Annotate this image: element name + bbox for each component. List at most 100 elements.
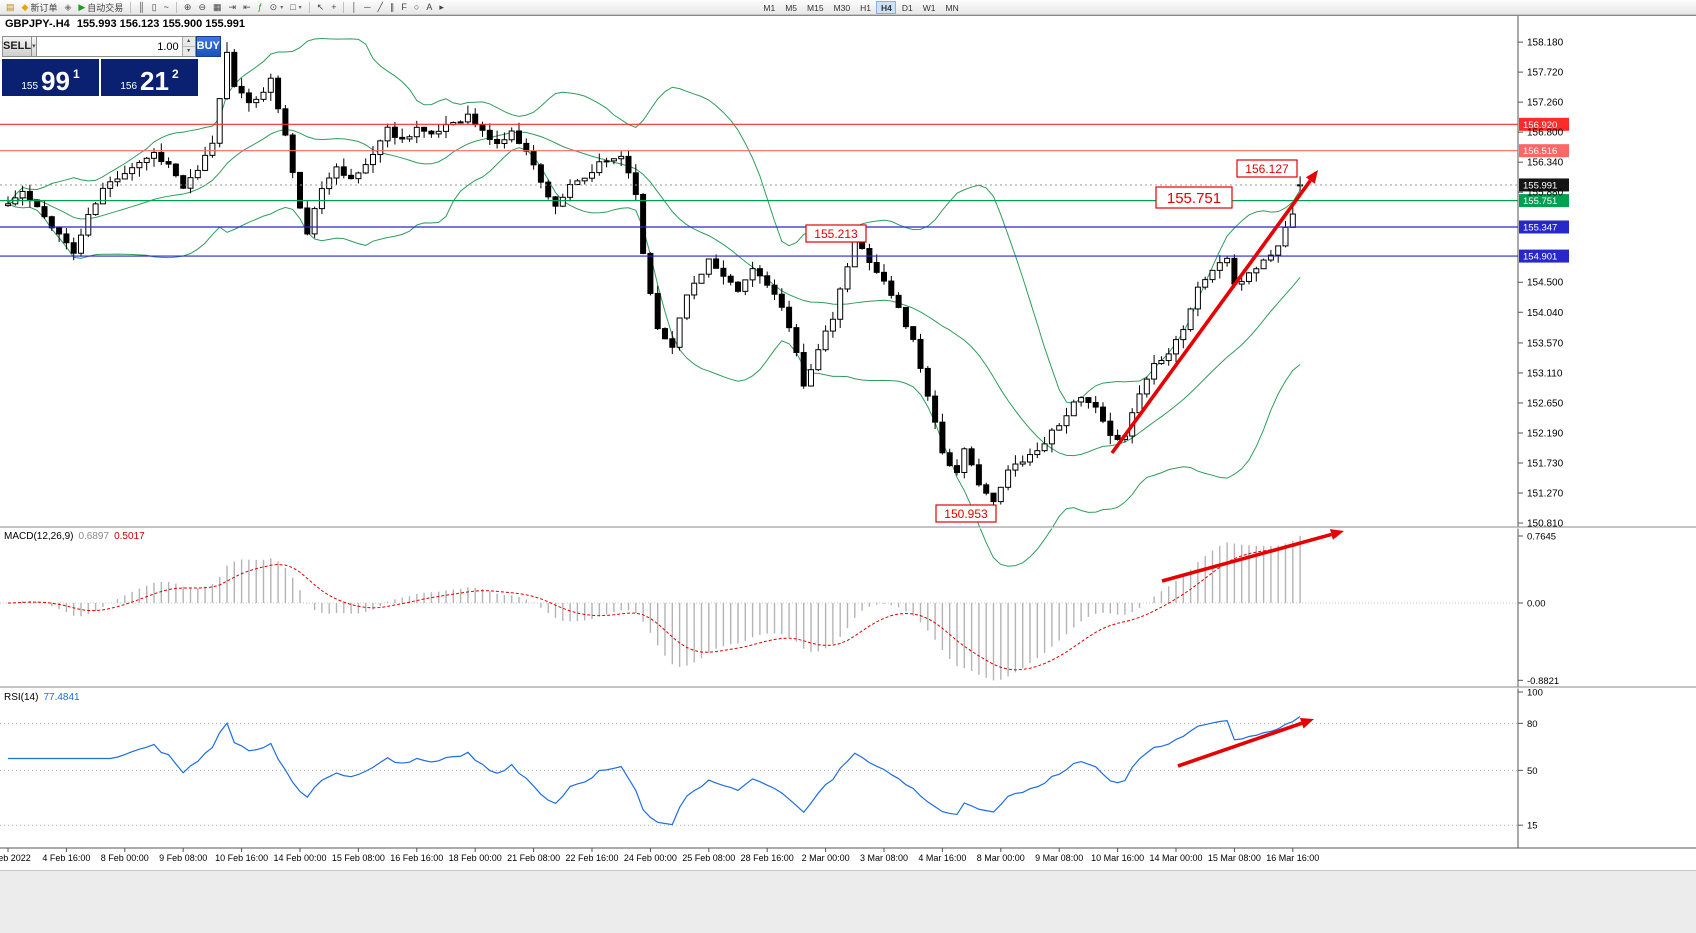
autotrading-button[interactable]: ▶ 自动交易	[75, 1, 126, 14]
timeframe-button-mn[interactable]: MN	[945, 2, 959, 13]
chart-shift-icon[interactable]: ⇤	[240, 1, 254, 14]
zoom-out-icon[interactable]: ⊖	[195, 1, 209, 14]
svg-text:21 Feb 08:00: 21 Feb 08:00	[507, 853, 560, 863]
text-icon[interactable]: A	[423, 1, 435, 14]
zoom-in-icon-glyph: ⊕	[183, 1, 192, 12]
timeframe-button-h1[interactable]: H1	[860, 2, 871, 13]
svg-text:25 Feb 08:00: 25 Feb 08:00	[682, 853, 735, 863]
buy-button[interactable]: BUY	[195, 36, 221, 57]
svg-text:156.127: 156.127	[1245, 162, 1289, 176]
macd-histogram	[14, 535, 1301, 681]
fibonacci-icon[interactable]: F	[398, 1, 410, 14]
svg-text:4 Feb 2022: 4 Feb 2022	[0, 853, 31, 863]
tile-windows-icon[interactable]: ▦	[210, 1, 225, 14]
symbol-ohlc-values: 155.993 156.123 155.900 155.991	[76, 18, 246, 30]
shapes-icon-glyph: ○	[413, 1, 420, 12]
volume-input[interactable]	[36, 37, 182, 56]
buy-price-prefix: 156	[120, 81, 138, 92]
svg-text:16 Mar 16:00: 16 Mar 16:00	[1266, 853, 1319, 863]
auto-scroll-icon[interactable]: ⇥	[226, 1, 240, 14]
svg-text:8 Feb 00:00: 8 Feb 00:00	[101, 853, 149, 863]
bottom-empty-area	[0, 870, 1696, 933]
trend-arrow-macd[interactable]	[1161, 529, 1344, 583]
zoom-in-icon[interactable]: ⊕	[181, 1, 195, 14]
vertical-line-icon[interactable]: │	[348, 1, 360, 14]
candlestick-chart-icon[interactable]: ▯	[149, 1, 160, 14]
svg-text:151.730: 151.730	[1527, 459, 1564, 470]
fibonacci-icon-glyph: F	[401, 1, 407, 12]
bollinger-bands	[7, 38, 1301, 567]
timeframe-button-h4[interactable]: H4	[876, 0, 897, 14]
refresh-icon-glyph: ◈	[64, 1, 72, 12]
channel-icon[interactable]: ∥	[387, 1, 398, 14]
refresh-icon[interactable]: ◈	[61, 1, 74, 14]
rsi-indicator-label: RSI(14) 77.4841	[4, 692, 80, 703]
vertical-line-icon-glyph: │	[351, 1, 358, 12]
price-label-150953[interactable]: 150.953	[935, 504, 997, 523]
timeframe-button-w1[interactable]: W1	[922, 2, 936, 13]
timeframe-button-m30[interactable]: M30	[833, 2, 851, 13]
new-chart-icon[interactable]: ▤	[3, 1, 18, 14]
svg-text:9 Mar 08:00: 9 Mar 08:00	[1035, 853, 1083, 863]
sell-price-point: 1	[72, 67, 80, 81]
svg-text:156.340: 156.340	[1527, 158, 1564, 169]
svg-text:8 Mar 00:00: 8 Mar 00:00	[977, 853, 1025, 863]
toolbar-separator	[343, 1, 345, 13]
svg-text:155.347: 155.347	[1523, 222, 1557, 233]
zoom-out-icon-glyph: ⊖	[198, 1, 207, 12]
svg-text:10 Feb 16:00: 10 Feb 16:00	[215, 853, 268, 863]
price-label-155213[interactable]: 155.213	[805, 224, 867, 243]
toolbar-separator	[130, 1, 132, 13]
sell-button[interactable]: SELL	[2, 36, 33, 57]
one-click-trading-panel: SELL ▾ ▴ ▾ BUY 155 99 1 156 21 2	[2, 36, 221, 96]
templates-icon[interactable]: □ ▾	[287, 1, 304, 14]
rsi-line	[8, 716, 1301, 826]
svg-text:0.7645: 0.7645	[1527, 531, 1556, 542]
svg-text:50: 50	[1527, 766, 1538, 777]
bar-chart-icon[interactable]: ║	[135, 1, 147, 14]
timeframe-button-m5[interactable]: M5	[785, 2, 798, 13]
volume-up-button[interactable]: ▴	[182, 37, 195, 46]
timeframe-button-m1[interactable]: M1	[763, 2, 776, 13]
trendline-icon[interactable]: ╱	[374, 1, 385, 14]
sell-price-pips: 99	[41, 66, 70, 96]
new-order-button[interactable]: ◆ 新订单	[19, 1, 61, 14]
price-label-156127[interactable]: 156.127	[1236, 159, 1298, 178]
svg-text:18 Feb 00:00: 18 Feb 00:00	[449, 853, 502, 863]
horizontal-line-icon[interactable]: ─	[361, 1, 373, 14]
trendline-icon-glyph: ╱	[377, 1, 383, 12]
crosshair-icon[interactable]: +	[328, 1, 339, 14]
candlestick-chart-icon-glyph: ▯	[151, 1, 157, 12]
cursor-icon[interactable]: ↖	[314, 1, 328, 14]
volume-down-button[interactable]: ▾	[182, 46, 195, 56]
svg-text:152.190: 152.190	[1527, 428, 1564, 439]
indicators-icon[interactable]: ƒ	[255, 1, 266, 14]
periods-icon-dropdown: ▾	[280, 4, 284, 11]
price-label-155751[interactable]: 155.751	[1155, 186, 1233, 209]
timeframe-button-m15[interactable]: M15	[807, 2, 824, 13]
new-order-button-glyph: ◆	[21, 1, 29, 12]
svg-text:152.650: 152.650	[1527, 398, 1564, 409]
text-icon-glyph: A	[426, 1, 433, 12]
templates-icon-glyph: □	[290, 1, 296, 12]
new-chart-icon-glyph: ▤	[6, 1, 15, 12]
arrow-label-icon[interactable]: ▸	[436, 1, 447, 14]
timeframe-button-d1[interactable]: D1	[901, 2, 913, 13]
line-chart-icon[interactable]: ~	[161, 1, 172, 14]
svg-text:156.516: 156.516	[1523, 146, 1557, 157]
trend-arrow-rsi[interactable]	[1177, 718, 1314, 768]
bar-chart-icon-glyph: ║	[138, 1, 145, 12]
arrow-label-icon-glyph: ▸	[439, 1, 444, 12]
buy-price-display[interactable]: 156 21 2	[101, 59, 198, 96]
trend-arrow-main[interactable]	[1110, 170, 1318, 455]
rsi-name: RSI(14)	[4, 692, 39, 703]
sell-price-display[interactable]: 155 99 1	[2, 59, 99, 96]
svg-text:100: 100	[1527, 688, 1543, 699]
svg-text:-0.8821: -0.8821	[1527, 676, 1559, 687]
symbol-name: GBPJPY-.H4	[5, 18, 70, 30]
shapes-icon[interactable]: ○	[411, 1, 422, 14]
trade-options-dropdown[interactable]: ▾	[32, 36, 37, 57]
svg-text:15 Mar 08:00: 15 Mar 08:00	[1208, 853, 1261, 863]
periods-icon[interactable]: ⊙ ▾	[267, 1, 287, 14]
